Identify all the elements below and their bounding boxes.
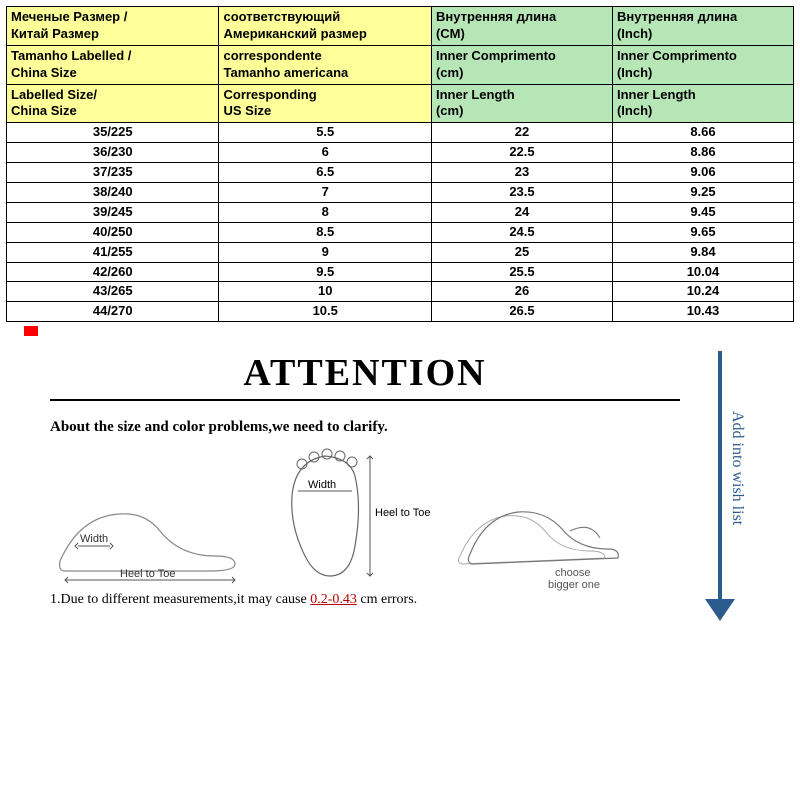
table-row: 38/240723.59.25 xyxy=(7,183,794,203)
table-row: 43/265102610.24 xyxy=(7,282,794,302)
table-row: 36/230622.58.86 xyxy=(7,143,794,163)
footprint-icon: Width Heel to Toe xyxy=(270,446,420,586)
table-row: 44/27010.526.510.43 xyxy=(7,302,794,322)
hdr-en-c2: CorrespondingUS Size xyxy=(219,84,431,123)
hdr-pt-c3: Inner Comprimento(cm) xyxy=(431,45,612,84)
hdr-pt-c4: Inner Comprimento(Inch) xyxy=(612,45,793,84)
svg-text:choose: choose xyxy=(555,567,590,579)
attention-title: ATTENTION xyxy=(50,351,680,401)
svg-text:Heel to Toe: Heel to Toe xyxy=(375,507,430,519)
hdr-ru-c1: Меченые Размер /Китай Размер xyxy=(7,7,219,46)
red-mark xyxy=(24,326,38,336)
hdr-en-c3: Inner Length(cm) xyxy=(431,84,612,123)
table-row: 35/2255.5228.66 xyxy=(7,123,794,143)
hdr-pt-c2: correspondenteTamanho americana xyxy=(219,45,431,84)
table-row: 41/2559259.84 xyxy=(7,242,794,262)
wishlist-arrow[interactable]: Add into wish list xyxy=(700,351,740,621)
hdr-ru-c3: Внутренняя длина(CM) xyxy=(431,7,612,46)
table-row: 39/2458249.45 xyxy=(7,202,794,222)
foot-diagrams: Width Heel to Toe Width Heel to Toe choo… xyxy=(50,446,680,586)
hdr-ru-c2: соответствующийАмериканский размер xyxy=(219,7,431,46)
svg-text:bigger one: bigger one xyxy=(548,579,600,591)
table-row: 42/2609.525.510.04 xyxy=(7,262,794,282)
size-table: Меченые Размер /Китай Размер соответству… xyxy=(6,6,794,322)
foot-side-icon: Width Heel to Toe xyxy=(50,476,240,586)
attention-note: 1.Due to different measurements,it may c… xyxy=(50,592,680,608)
hdr-ru-c4: Внутренняя длина(Inch) xyxy=(612,7,793,46)
svg-text:Width: Width xyxy=(80,533,108,545)
table-row: 37/2356.5239.06 xyxy=(7,163,794,183)
svg-text:Width: Width xyxy=(308,479,336,491)
svg-text:Heel to Toe: Heel to Toe xyxy=(120,568,175,580)
table-row: 40/2508.524.59.65 xyxy=(7,222,794,242)
hdr-pt-c1: Tamanho Labelled /China Size xyxy=(7,45,219,84)
hdr-en-c4: Inner Length(Inch) xyxy=(612,84,793,123)
attention-clarify: About the size and color problems,we nee… xyxy=(50,419,680,436)
foot-overlap-icon: choose bigger one xyxy=(450,466,620,586)
hdr-en-c1: Labelled Size/China Size xyxy=(7,84,219,123)
